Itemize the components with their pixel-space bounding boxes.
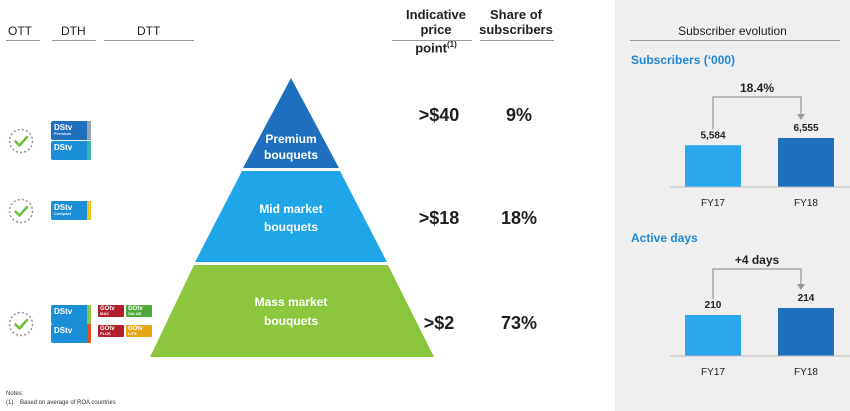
header-share-underline [480, 40, 554, 41]
panel-title-underline [630, 40, 840, 41]
growth-annotation: 18.4% [740, 81, 774, 95]
header-ott-underline [6, 40, 40, 41]
header-dth: DTH [61, 24, 86, 38]
price-header-line2: price point(1) [415, 22, 457, 56]
header-ott: OTT [8, 24, 32, 38]
notes-item: (1) Based on average of ROA countries [6, 400, 116, 406]
ott-check-icon [8, 311, 34, 337]
tick-label: FY18 [794, 367, 818, 378]
gotv-max-logo: GOtv MAX [98, 305, 124, 317]
gotv-plus-logo: GOtv PLUS [98, 325, 124, 337]
dstv-premium-logo: DStv Premium [51, 121, 91, 140]
subscribers-bar-chart: 18.4% 5,584 FY17 6,555 FY18 [670, 81, 850, 209]
share-mass-market: 73% [500, 313, 538, 333]
bar-fy17 [685, 315, 741, 356]
bar-fy17 [685, 145, 741, 187]
footnote-ref: (1) [446, 40, 457, 49]
header-price-underline [392, 40, 472, 41]
tier-mass-label-line2: bouquets [264, 314, 318, 328]
subscribers-chart-title: Subscribers (‘000) [631, 53, 736, 67]
header-dtt-underline [104, 40, 194, 41]
active-days-chart-title: Active days [631, 231, 698, 245]
ott-check-icon [8, 198, 34, 224]
data-label: 6,555 [793, 123, 818, 134]
share-header-line1: Share of [489, 7, 542, 22]
header-price-point: Indicative price point(1) [398, 7, 474, 55]
tier-mid-label-line1: Mid market [259, 202, 322, 216]
ott-check-icon [8, 128, 34, 154]
header-share: Share of subscribers [478, 7, 554, 37]
share-premium: 9% [505, 105, 532, 125]
tick-label: FY18 [794, 198, 818, 209]
data-label: 5,584 [700, 130, 725, 141]
dstv-logo: DStv [51, 305, 91, 324]
bar-fy18 [778, 308, 834, 356]
tier-premium-label-line2: bouquets [264, 148, 318, 162]
pyramid-tier-mid-market [195, 171, 387, 262]
pyramid-tier-mass-market [150, 265, 434, 357]
tick-label: FY17 [701, 367, 725, 378]
growth-bracket [712, 96, 802, 130]
growth-annotation: +4 days [735, 253, 780, 267]
dstv-compact-logo: DStv Compact [51, 201, 91, 220]
growth-arrow-icon [797, 284, 805, 290]
price-premium: >$40 [418, 105, 460, 125]
subscriber-evolution-panel: Subscriber evolution Subscribers (‘000) … [615, 0, 850, 411]
gotv-lite-logo: GOtv LITE [126, 325, 152, 337]
active-days-bar-chart: +4 days 210 FY17 214 FY18 [670, 253, 850, 378]
notes-title: Notes: [6, 391, 24, 397]
tick-label: FY17 [701, 198, 725, 209]
tier-mid-label-line2: bouquets [264, 220, 318, 234]
bar-fy18 [778, 138, 834, 187]
header-dtt: DTT [137, 24, 161, 38]
dstv-logo: DStv [51, 324, 91, 343]
price-mass-market: >$2 [423, 313, 455, 333]
growth-bracket [712, 268, 802, 300]
bouquet-pyramid: Premium bouquets Mid market bouquets Mas… [150, 78, 434, 357]
dstv-logo: DStv [51, 141, 91, 160]
pyramid-tier-premium [243, 78, 339, 168]
data-label: 214 [798, 293, 815, 304]
tier-mass-label-line1: Mass market [255, 295, 328, 309]
data-label: 210 [705, 300, 722, 311]
share-header-line2: subscribers [479, 22, 553, 37]
price-header-line1: Indicative [406, 7, 466, 22]
tier-premium-label-line1: Premium [265, 132, 316, 146]
share-mid-market: 18% [500, 208, 538, 228]
panel-title: Subscriber evolution [678, 24, 787, 38]
header-dth-underline [52, 40, 96, 41]
price-mid-market: >$18 [418, 208, 460, 228]
growth-arrow-icon [797, 114, 805, 120]
gotv-value-logo: GOtv VALUE [126, 305, 152, 317]
